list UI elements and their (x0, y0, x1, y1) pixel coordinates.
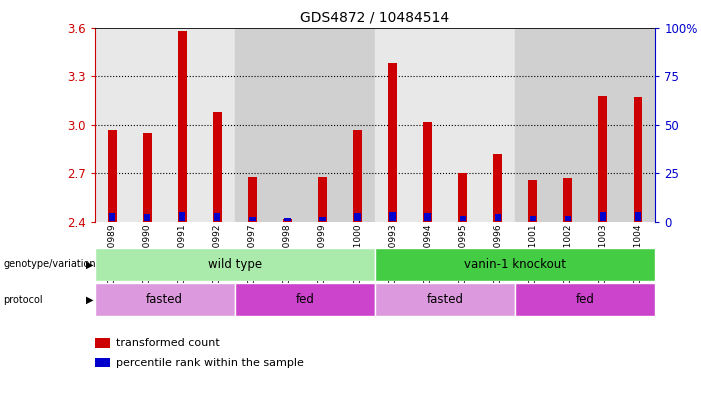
Bar (390, 213, 396, 221)
Text: fed: fed (296, 293, 314, 306)
Bar (355, 213, 361, 221)
Bar (340, 28, 375, 222)
Text: fasted: fasted (427, 293, 463, 306)
Bar (425, 213, 430, 221)
Bar (458, 173, 467, 222)
Bar (585, 28, 620, 222)
Bar (375, 283, 515, 316)
Bar (165, 28, 200, 222)
Bar (599, 95, 607, 222)
Text: transformed count: transformed count (116, 338, 219, 348)
Bar (235, 28, 270, 222)
Text: vanin-1 knockout: vanin-1 knockout (464, 258, 566, 271)
Bar (423, 121, 432, 222)
Bar (235, 283, 375, 316)
Bar (318, 176, 327, 222)
Bar (550, 28, 585, 222)
Bar (620, 28, 655, 222)
Bar (530, 216, 536, 221)
Bar (564, 178, 572, 222)
Bar (480, 28, 515, 222)
Bar (410, 28, 445, 222)
Text: wild type: wild type (207, 258, 262, 271)
Bar (635, 213, 641, 221)
Bar (445, 28, 480, 222)
Bar (95, 283, 235, 316)
Bar (108, 130, 116, 222)
Bar (305, 28, 340, 222)
Text: percentile rank within the sample: percentile rank within the sample (116, 358, 304, 368)
Bar (515, 283, 655, 316)
Bar (250, 217, 256, 221)
Bar (353, 130, 362, 222)
Bar (248, 176, 257, 222)
Bar (178, 31, 186, 222)
Bar (130, 28, 165, 222)
Bar (285, 218, 291, 221)
Bar (320, 217, 325, 221)
Bar (515, 28, 550, 222)
Title: GDS4872 / 10484514: GDS4872 / 10484514 (301, 11, 449, 25)
Bar (95, 28, 130, 222)
Text: ▶: ▶ (86, 295, 93, 305)
Text: fed: fed (576, 293, 594, 306)
Bar (95, 248, 375, 281)
Bar (600, 213, 606, 221)
Bar (495, 214, 501, 221)
Bar (375, 248, 655, 281)
Text: genotype/variation: genotype/variation (4, 259, 96, 269)
Text: ▶: ▶ (86, 259, 93, 269)
Bar (143, 133, 151, 222)
Bar (213, 112, 222, 222)
Text: fasted: fasted (147, 293, 183, 306)
Bar (494, 154, 502, 222)
Bar (109, 213, 115, 221)
Bar (565, 216, 571, 221)
Bar (215, 213, 221, 221)
Bar (283, 219, 292, 222)
Text: protocol: protocol (4, 295, 43, 305)
Bar (460, 216, 466, 221)
Bar (388, 63, 397, 222)
Bar (179, 212, 185, 221)
Bar (375, 28, 410, 222)
Bar (200, 28, 235, 222)
Bar (270, 28, 305, 222)
Bar (529, 180, 537, 222)
Bar (634, 97, 642, 222)
Bar (144, 214, 151, 221)
